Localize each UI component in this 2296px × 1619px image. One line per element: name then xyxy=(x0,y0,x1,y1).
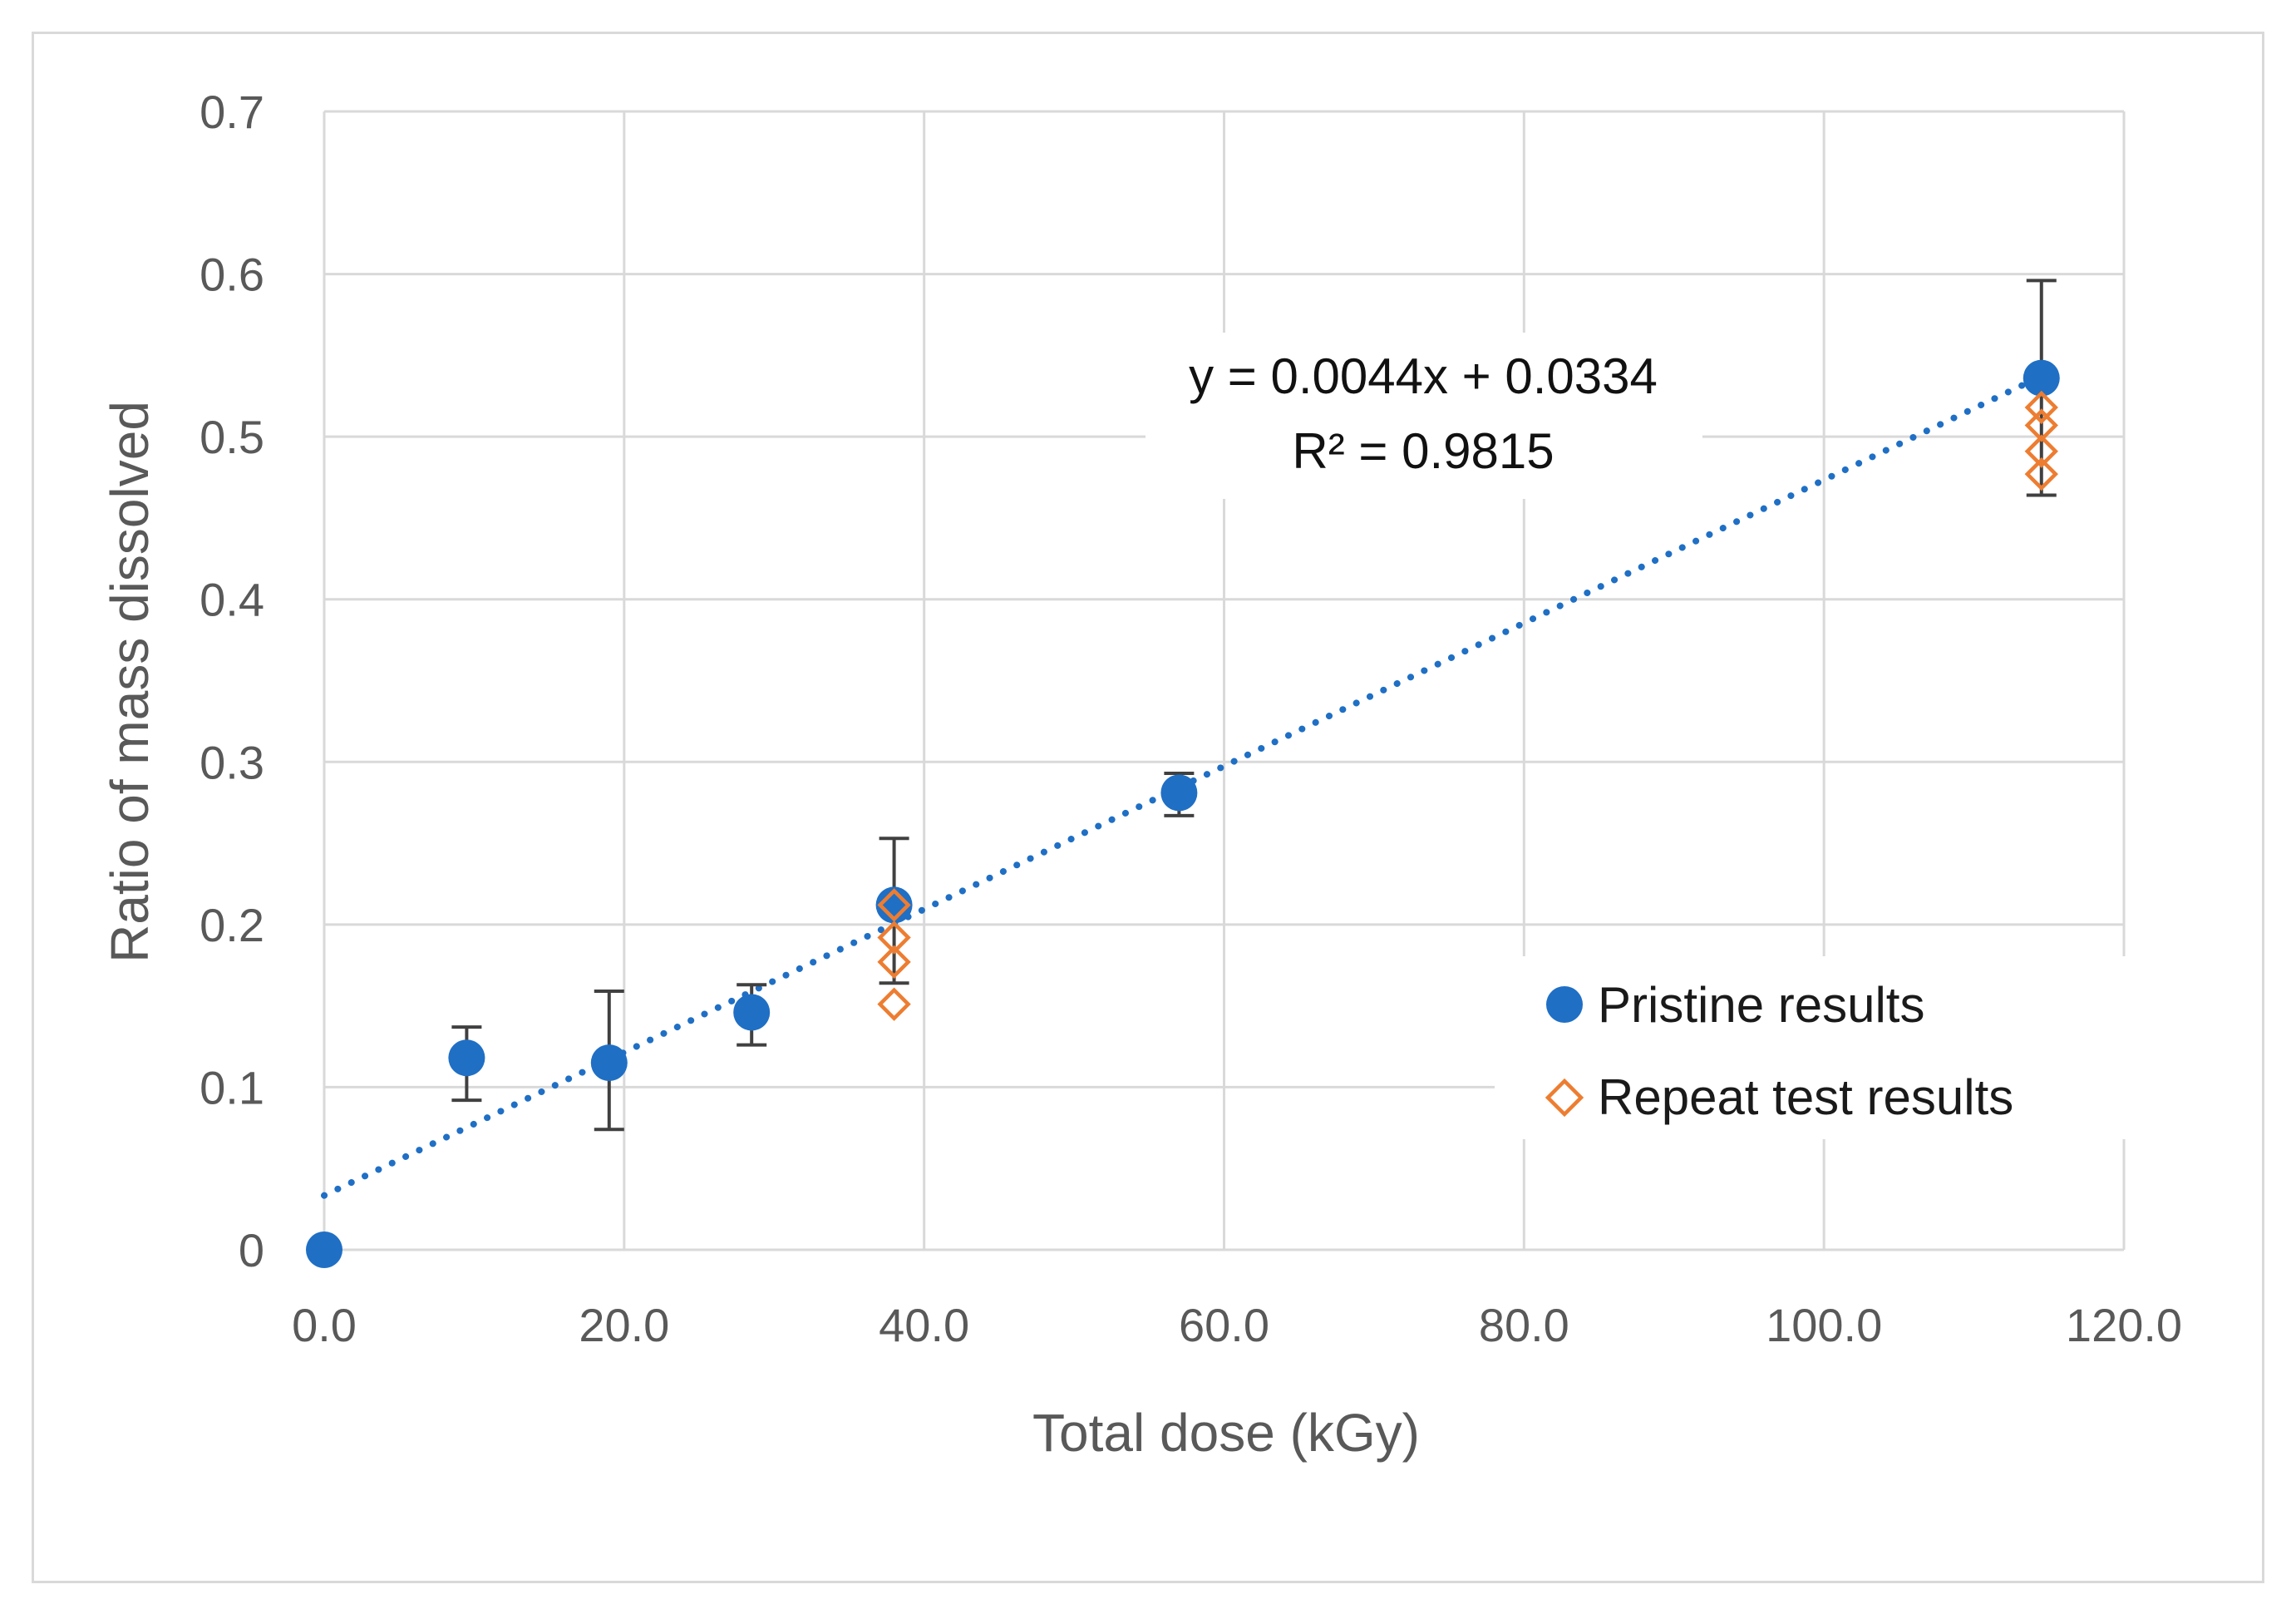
repeat-point xyxy=(877,888,911,922)
repeat-point xyxy=(877,987,911,1021)
y-tick-label: 0.1 xyxy=(200,1061,264,1113)
y-tick-label: 0.6 xyxy=(200,249,264,301)
legend-pristine-label: Pristine results xyxy=(1598,977,1924,1033)
gridlines xyxy=(323,110,2126,1251)
repeat-point xyxy=(877,945,911,980)
repeat-series xyxy=(877,390,2058,1021)
pristine-point xyxy=(1160,774,1198,812)
x-tick-label: 100.0 xyxy=(1766,1299,1882,1351)
repeat-point xyxy=(877,921,911,955)
y-tick-label: 0.3 xyxy=(200,736,264,788)
pristine-point xyxy=(448,1039,485,1077)
trendline-annotation-bg xyxy=(1146,333,1702,499)
x-tick-label: 120.0 xyxy=(2066,1299,2182,1351)
y-tick-label: 0 xyxy=(239,1224,264,1276)
y-tick-labels: 0 0.1 0.2 0.3 0.4 0.5 0.6 0.7 xyxy=(200,86,264,1276)
x-tick-label: 80.0 xyxy=(1479,1299,1569,1351)
y-axis-title: Ratio of mass dissolved xyxy=(100,401,160,963)
pristine-point xyxy=(590,1044,628,1082)
legend: Pristine results Repeat test results xyxy=(1495,956,2135,1139)
repeat-point xyxy=(2024,434,2058,468)
y-tick-label: 0.4 xyxy=(200,574,264,626)
trendline-equation: y = 0.0044x + 0.0334 xyxy=(1189,348,1658,404)
x-axis-title: Total dose (kGy) xyxy=(1032,1403,1420,1463)
x-tick-label: 60.0 xyxy=(1179,1299,1269,1351)
x-tick-labels: 0.0 20.0 40.0 60.0 80.0 100.0 120.0 xyxy=(292,1299,2182,1351)
y-tick-label: 0.5 xyxy=(200,411,264,463)
legend-bg xyxy=(1495,956,2135,1139)
x-tick-label: 20.0 xyxy=(579,1299,669,1351)
x-tick-label: 40.0 xyxy=(879,1299,969,1351)
y-tick-label: 0.7 xyxy=(200,86,264,138)
pristine-point xyxy=(306,1232,342,1268)
x-tick-label: 0.0 xyxy=(292,1299,357,1351)
legend-repeat-marker xyxy=(1545,1078,1584,1118)
y-tick-label: 0.2 xyxy=(200,899,264,951)
legend-repeat-label: Repeat test results xyxy=(1598,1069,2013,1125)
repeat-point xyxy=(2024,457,2058,491)
trendline-r-squared: R² = 0.9815 xyxy=(1292,423,1554,479)
legend-pristine-marker xyxy=(1546,986,1583,1023)
pristine-point xyxy=(875,886,913,924)
repeat-point xyxy=(2024,390,2058,425)
chart-frame xyxy=(32,32,2264,1583)
pristine-point xyxy=(733,994,771,1031)
pristine-point xyxy=(2023,359,2060,397)
pristine-series xyxy=(306,359,2060,1268)
